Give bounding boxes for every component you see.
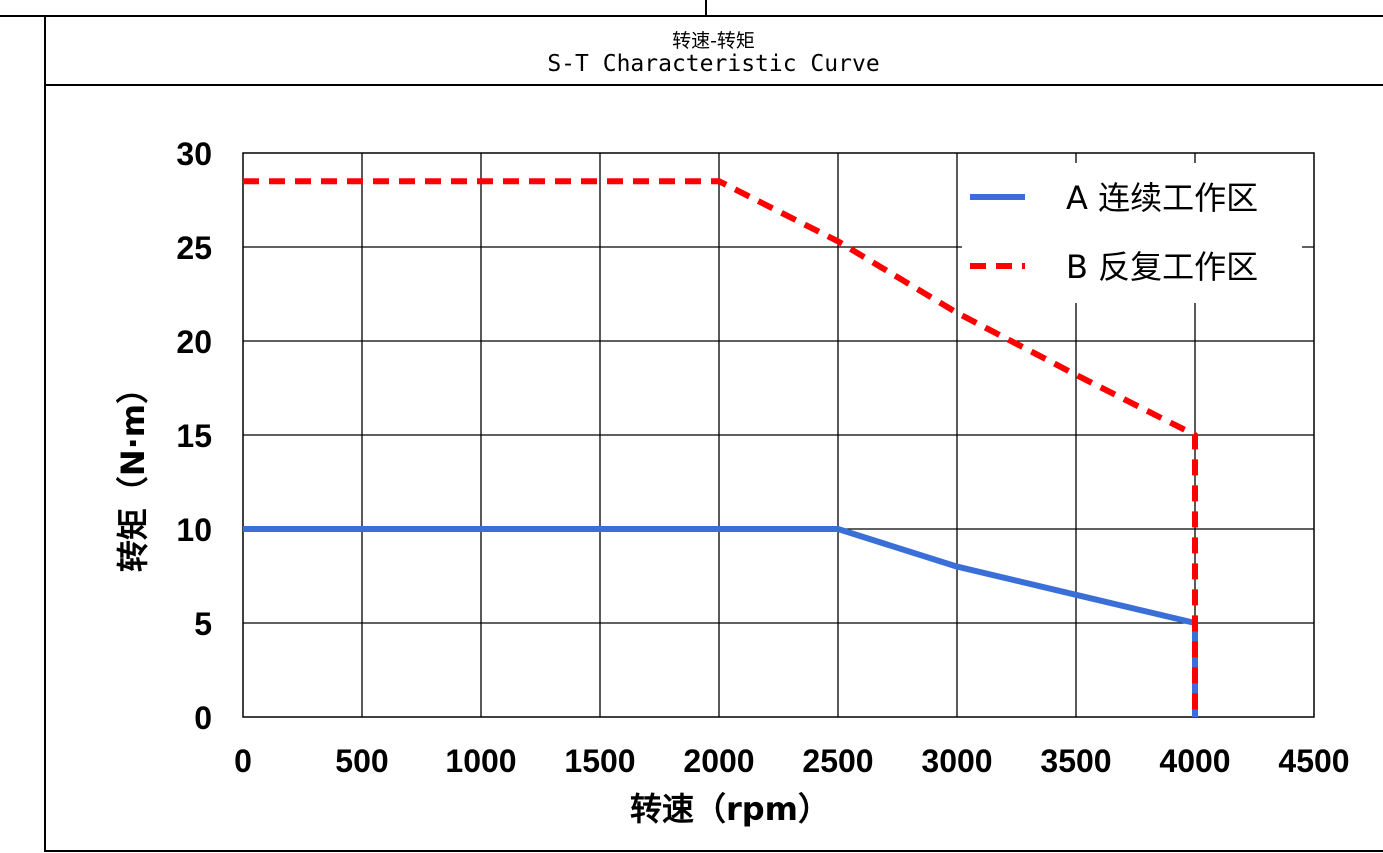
y-tick-label: 30: [176, 136, 212, 172]
x-tick-label: 2000: [683, 743, 754, 779]
series-line-a: [243, 526, 1198, 717]
x-axis-title: 转速（rpm）: [630, 790, 830, 828]
y-tick-label: 20: [176, 324, 212, 360]
y-tick-label: 10: [176, 512, 212, 548]
x-tick-label: 0: [234, 743, 252, 779]
y-tick-label: 0: [194, 700, 212, 736]
title-row: 转速-转矩 S-T Characteristic Curve: [44, 16, 1383, 86]
frame-top-line: [0, 15, 1383, 17]
y-tick-label: 15: [176, 418, 212, 454]
series-line-b: [243, 178, 1198, 717]
y-axis-title: 转矩（N·m）: [114, 372, 152, 572]
x-tick-label: 500: [335, 743, 388, 779]
x-tick-label: 4500: [1278, 743, 1349, 779]
y-tick-label: 5: [194, 606, 212, 642]
legend-label-b: B 反复工作区: [1066, 248, 1258, 286]
x-tick-label: 3000: [921, 743, 992, 779]
frame-top-divider: [705, 0, 707, 16]
chart-frame: [44, 16, 1383, 852]
x-tick-label: 1000: [445, 743, 516, 779]
x-tick-label: 2500: [802, 743, 873, 779]
chart-title-en: S-T Characteristic Curve: [547, 51, 880, 77]
x-tick-label: 3500: [1040, 743, 1111, 779]
legend-label-a: A 连续工作区: [1066, 179, 1258, 217]
chart-title-cn: 转速-转矩: [672, 30, 755, 52]
legend-box: [962, 163, 1302, 303]
x-tick-label: 4000: [1159, 743, 1230, 779]
x-tick-label: 1500: [564, 743, 635, 779]
y-tick-label: 25: [176, 230, 212, 266]
